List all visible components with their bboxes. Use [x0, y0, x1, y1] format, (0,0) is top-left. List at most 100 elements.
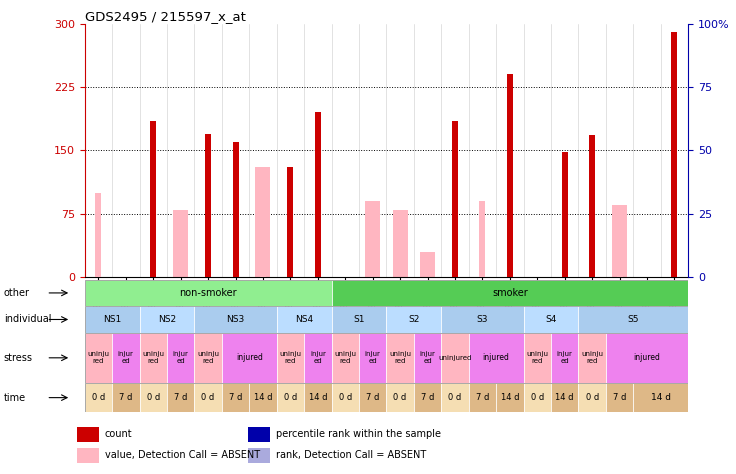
- Bar: [277, 383, 304, 412]
- Text: NS4: NS4: [295, 315, 313, 324]
- Bar: [578, 383, 606, 412]
- Text: 0 d: 0 d: [284, 393, 297, 402]
- Bar: [233, 142, 238, 277]
- Bar: [578, 306, 688, 333]
- Bar: [523, 306, 578, 333]
- Bar: [479, 201, 486, 277]
- Text: GDS2495 / 215597_x_at: GDS2495 / 215597_x_at: [85, 9, 246, 23]
- Bar: [331, 280, 688, 306]
- Bar: [140, 383, 167, 412]
- Text: injur
ed: injur ed: [556, 351, 573, 365]
- Text: uninju
red: uninju red: [280, 351, 301, 365]
- Bar: [150, 121, 156, 277]
- Text: injur
ed: injur ed: [420, 351, 436, 365]
- Text: non-smoker: non-smoker: [180, 288, 237, 298]
- Bar: [612, 205, 627, 277]
- Bar: [442, 333, 469, 383]
- Text: 0 d: 0 d: [531, 393, 544, 402]
- Text: 0 d: 0 d: [146, 393, 160, 402]
- Text: 14 d: 14 d: [556, 393, 574, 402]
- Bar: [85, 333, 112, 383]
- Text: injured: injured: [483, 353, 509, 362]
- Bar: [507, 74, 513, 277]
- Bar: [194, 383, 222, 412]
- Bar: [205, 134, 211, 277]
- Text: 0 d: 0 d: [448, 393, 461, 402]
- Bar: [578, 333, 606, 383]
- Bar: [442, 306, 523, 333]
- Text: 7 d: 7 d: [174, 393, 188, 402]
- Bar: [250, 383, 277, 412]
- Bar: [331, 383, 359, 412]
- Text: value, Detection Call = ABSENT: value, Detection Call = ABSENT: [105, 450, 260, 460]
- Bar: [386, 383, 414, 412]
- Bar: [277, 333, 304, 383]
- Bar: [496, 383, 523, 412]
- Text: individual: individual: [4, 314, 52, 325]
- Text: 7 d: 7 d: [119, 393, 132, 402]
- Bar: [194, 333, 222, 383]
- Bar: [140, 333, 167, 383]
- Bar: [331, 333, 359, 383]
- Text: 0 d: 0 d: [394, 393, 407, 402]
- Text: NS2: NS2: [158, 315, 176, 324]
- Bar: [194, 306, 277, 333]
- Bar: [112, 383, 140, 412]
- Text: uninju
red: uninju red: [526, 351, 548, 365]
- Bar: [287, 167, 294, 277]
- Text: 7 d: 7 d: [421, 393, 434, 402]
- Bar: [315, 112, 321, 277]
- Text: injured: injured: [236, 353, 263, 362]
- Text: 14 d: 14 d: [500, 393, 519, 402]
- Text: rank, Detection Call = ABSENT: rank, Detection Call = ABSENT: [276, 450, 426, 460]
- Bar: [140, 306, 194, 333]
- Text: smoker: smoker: [492, 288, 528, 298]
- Text: 0 d: 0 d: [202, 393, 215, 402]
- Bar: [167, 333, 194, 383]
- Bar: [85, 306, 140, 333]
- Bar: [85, 383, 112, 412]
- Bar: [392, 210, 408, 277]
- Text: stress: stress: [4, 353, 33, 363]
- Bar: [96, 193, 102, 277]
- Bar: [420, 252, 435, 277]
- Text: 14 d: 14 d: [254, 393, 272, 402]
- Text: uninju
red: uninju red: [142, 351, 164, 365]
- Bar: [551, 383, 578, 412]
- Bar: [386, 306, 442, 333]
- Text: NS1: NS1: [103, 315, 121, 324]
- Bar: [606, 383, 633, 412]
- Text: uninju
red: uninju red: [581, 351, 603, 365]
- Text: 0 d: 0 d: [339, 393, 352, 402]
- Bar: [167, 383, 194, 412]
- Text: uninjured: uninjured: [439, 355, 472, 361]
- Bar: [304, 333, 331, 383]
- Text: other: other: [4, 288, 30, 298]
- Text: 0 d: 0 d: [92, 393, 105, 402]
- Bar: [414, 383, 442, 412]
- Text: injur
ed: injur ed: [365, 351, 381, 365]
- Text: injured: injured: [634, 353, 660, 362]
- Bar: [222, 383, 250, 412]
- Bar: [414, 333, 442, 383]
- Bar: [248, 448, 269, 463]
- Bar: [589, 135, 595, 277]
- Text: count: count: [105, 429, 132, 439]
- Bar: [365, 201, 381, 277]
- Text: uninju
red: uninju red: [389, 351, 411, 365]
- Text: 14 d: 14 d: [308, 393, 327, 402]
- Bar: [255, 167, 271, 277]
- Bar: [386, 333, 414, 383]
- Bar: [77, 448, 99, 463]
- Bar: [452, 121, 458, 277]
- Text: S1: S1: [353, 315, 365, 324]
- Text: percentile rank within the sample: percentile rank within the sample: [276, 429, 441, 439]
- Bar: [562, 152, 567, 277]
- Text: S2: S2: [408, 315, 420, 324]
- Bar: [359, 383, 386, 412]
- Bar: [359, 333, 386, 383]
- Text: S4: S4: [545, 315, 556, 324]
- Text: S5: S5: [628, 315, 639, 324]
- Text: uninju
red: uninju red: [88, 351, 110, 365]
- Bar: [606, 333, 688, 383]
